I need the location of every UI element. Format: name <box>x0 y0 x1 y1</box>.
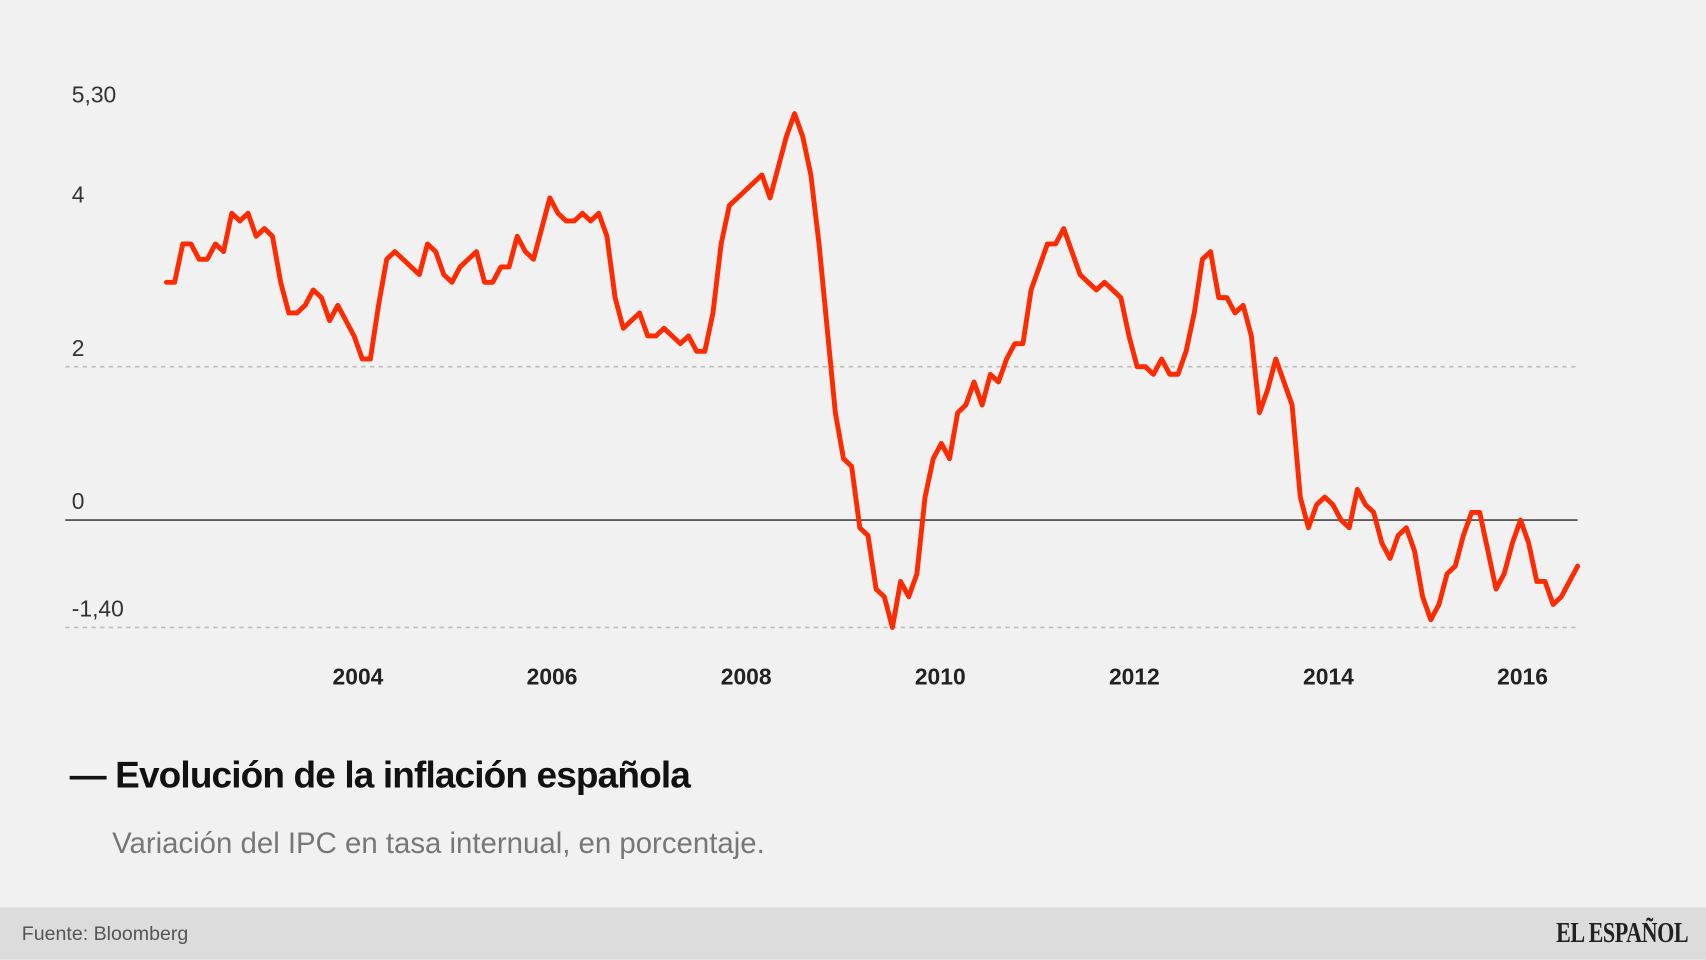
x-tick-label: 2012 <box>1109 663 1160 689</box>
chart-title: — Evolución de la inflación española <box>69 755 691 797</box>
chart-subtitle: Variación del IPC en tasa internual, en … <box>112 826 765 860</box>
el-espanol-logo: EL ESPAÑOL <box>1556 917 1689 949</box>
source-label: Fuente: Bloomberg <box>21 922 189 945</box>
y-tick-label: 4 <box>72 181 85 207</box>
footer: Fuente: Bloomberg EL ESPAÑOL <box>0 907 1706 960</box>
x-tick-label: 2006 <box>527 663 578 689</box>
y-tick-label: -1,40 <box>72 596 124 622</box>
x-tick-label: 2004 <box>333 663 384 689</box>
chart-title-text: Evolución de la inflación española <box>115 755 691 797</box>
inflation-line <box>164 111 1581 630</box>
x-tick-label: 2010 <box>915 663 966 689</box>
y-tick-label: 2 <box>72 335 85 361</box>
x-tick-label: 2008 <box>721 663 772 689</box>
y-tick-label: 5,30 <box>72 82 116 108</box>
x-tick-label: 2014 <box>1303 663 1354 689</box>
x-tick-label: 2016 <box>1497 663 1548 689</box>
y-tick-label: 0 <box>72 488 85 514</box>
line-chart: 5,30 4 2 0 -1,40 2004 2006 2008 2010 2012 2014 201… <box>65 82 1581 689</box>
